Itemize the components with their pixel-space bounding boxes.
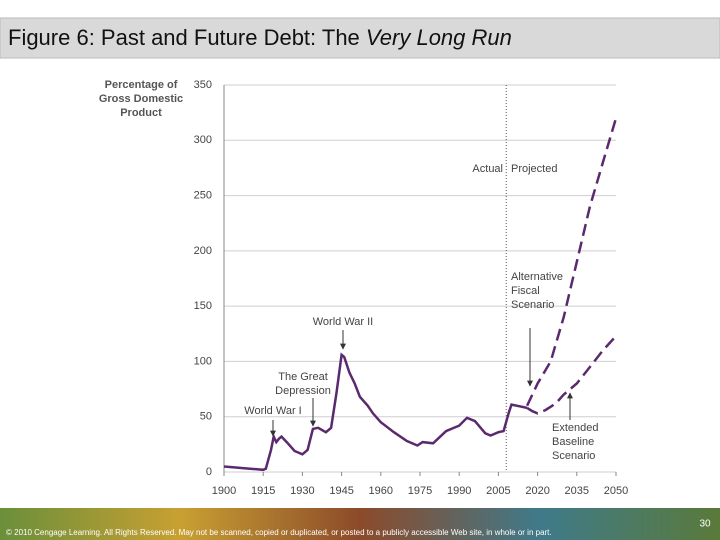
y-tick-label: 250	[194, 189, 212, 201]
y-tick-label: 100	[194, 355, 212, 367]
y-tick-label: 200	[194, 245, 212, 257]
y-tick-label: 0	[206, 466, 212, 478]
x-tick-label: 1930	[290, 485, 314, 497]
annotation: Baseline	[552, 436, 594, 448]
series-line	[525, 117, 618, 407]
title-text: Figure 6: Past and Future Debt: The	[8, 25, 360, 50]
x-tick-label: 1975	[408, 485, 432, 497]
y-axis-label: Percentage of	[105, 79, 178, 91]
series-line	[223, 352, 528, 472]
series-line	[526, 335, 617, 415]
x-tick-label: 2050	[604, 485, 628, 497]
annotation: Fiscal	[511, 285, 540, 297]
annotation: Projected	[511, 163, 557, 175]
annotation: Extended	[552, 422, 598, 434]
annotation: Actual	[472, 163, 503, 175]
y-tick-label: 50	[200, 411, 212, 423]
page-number: 30	[699, 519, 711, 530]
x-tick-label: 2005	[486, 485, 510, 497]
annotation: The Great	[278, 371, 328, 383]
annotation: Scenario	[552, 450, 595, 462]
x-tick-label: 1900	[212, 485, 236, 497]
x-tick-label: 2035	[565, 485, 589, 497]
y-axis-label: Gross Domestic	[99, 93, 183, 105]
annotation: Depression	[275, 385, 331, 397]
x-tick-label: 2020	[525, 485, 549, 497]
annotation: World War I	[244, 405, 301, 417]
title-bar	[0, 17, 720, 59]
y-axis-label: Product	[120, 107, 162, 119]
y-tick-label: 150	[194, 300, 212, 312]
x-tick-label: 1915	[251, 485, 275, 497]
annotation: World War II	[313, 316, 374, 328]
x-tick-label: 1960	[369, 485, 393, 497]
x-tick-label: 1945	[329, 485, 353, 497]
copyright: © 2010 Cengage Learning. All Rights Rese…	[6, 528, 552, 537]
y-tick-label: 300	[194, 134, 212, 146]
annotation: Scenario	[511, 299, 554, 311]
footer-band	[0, 508, 720, 540]
y-tick-label: 350	[194, 79, 212, 91]
x-tick-label: 1990	[447, 485, 471, 497]
title-emphasis: Very Long Run	[366, 25, 512, 50]
slide-title: Figure 6: Past and Future Debt: The Very…	[8, 25, 512, 50]
chart: Percentage of Gross Domestic Product 0 50 100…	[99, 79, 628, 497]
annotation: Alternative	[511, 271, 563, 283]
